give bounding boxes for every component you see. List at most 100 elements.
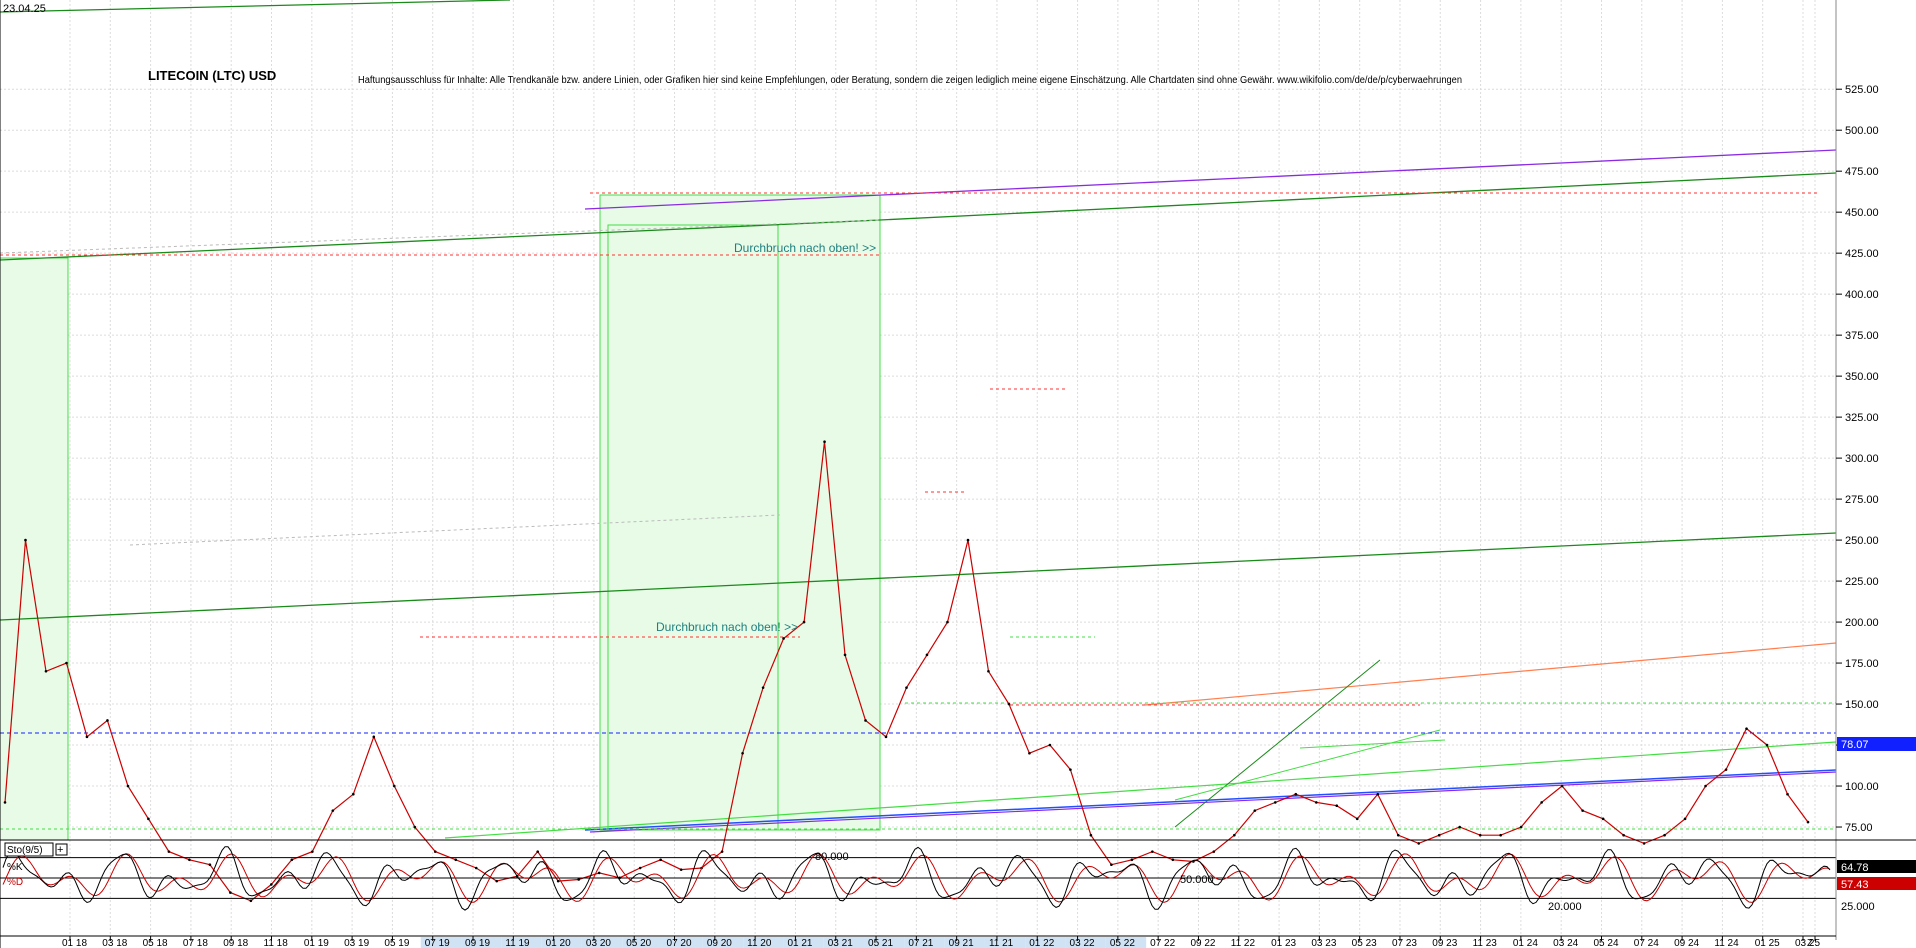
price-point <box>884 735 888 739</box>
trend-middle-green <box>0 532 1837 621</box>
trend-mid-lightgreen <box>1174 729 1441 801</box>
price-point <box>474 866 478 870</box>
price-tick-label: 425.00 <box>1845 248 1879 260</box>
price-point <box>1007 702 1011 706</box>
time-axis-highlight <box>501 937 542 948</box>
time-tick-label: 01 20 <box>546 938 571 948</box>
grid <box>0 0 1836 936</box>
price-point <box>188 858 191 862</box>
time-tick-label: 03 19 <box>344 938 369 948</box>
price-tick-label: 150.00 <box>1845 699 1879 711</box>
price-point <box>1704 784 1707 788</box>
price-tick-label: 175.00 <box>1845 658 1879 670</box>
time-tick-label: 03 21 <box>828 938 853 948</box>
time-axis-highlight <box>662 937 703 948</box>
price-point <box>577 878 580 881</box>
trend-lower-blue <box>584 769 1837 831</box>
time-axis-highlight <box>622 937 663 948</box>
d-value: 57.43 <box>1841 879 1869 891</box>
price-point <box>372 735 376 739</box>
trend-grey-dashed <box>0 219 881 254</box>
price-point <box>311 850 314 853</box>
price-point <box>1151 850 1154 853</box>
price-tick-label: 450.00 <box>1845 207 1879 219</box>
price-point <box>1499 833 1502 837</box>
price-point <box>741 751 744 755</box>
price-point <box>44 669 48 673</box>
price-point <box>1622 833 1625 837</box>
price-point <box>1724 768 1728 771</box>
price-point <box>290 858 294 862</box>
price-point <box>1437 833 1441 837</box>
time-tick-label: 07 18 <box>183 938 208 948</box>
time-tick-label: 05 22 <box>1110 938 1135 948</box>
trend-orange <box>1144 642 1837 706</box>
time-tick-label: 11 18 <box>264 938 289 948</box>
k-value: 64.78 <box>1841 862 1869 874</box>
price-point <box>536 850 540 853</box>
price-point <box>85 735 89 739</box>
price-point <box>1806 820 1810 824</box>
oscillator-label-box <box>4 842 54 857</box>
price-point <box>167 850 171 853</box>
price-point <box>24 538 27 542</box>
price-point <box>720 850 724 853</box>
oscillator-expand-button[interactable] <box>55 843 68 856</box>
osc-tick-25: 25.000 <box>1841 901 1875 913</box>
price-point <box>1745 727 1748 730</box>
price-point <box>782 637 785 640</box>
price-point <box>1335 804 1339 808</box>
price-point <box>1642 842 1646 845</box>
price-point <box>1069 768 1072 771</box>
time-axis-highlight <box>420 937 462 948</box>
time-axis-highlight <box>823 937 865 948</box>
price-point <box>331 809 335 812</box>
time-tick-label: 07 23 <box>1392 938 1417 948</box>
time-axis-highlight <box>984 937 1026 948</box>
time-axis-highlight <box>461 937 502 948</box>
last-price: 78.07 <box>1841 739 1869 751</box>
chart-title: LITECOIN (LTC) USD <box>148 68 276 83</box>
level-20-label: 20.000 <box>1548 901 1582 913</box>
price-axis: 525.00 500.00 475.00 450.00 425.00 400.00 375.… <box>1836 84 1879 834</box>
trend-upper-green-ext <box>879 172 1837 221</box>
price-point <box>679 868 683 871</box>
time-tick-label: 11 20 <box>747 938 772 948</box>
price-point <box>1273 801 1277 804</box>
time-axis-highlight <box>864 937 905 948</box>
time-axis-highlight <box>1105 937 1147 948</box>
zone-2017 <box>0 257 69 841</box>
price-tick-label: 275.00 <box>1845 494 1879 506</box>
time-tick-label: 01 24 <box>1513 938 1538 948</box>
time-axis: 01 18 03 18 05 18 07 18 09 18 11 18 01 19 03 19… <box>62 936 1820 948</box>
price-point <box>495 879 499 883</box>
price-point <box>1171 858 1175 862</box>
time-tick-label: 09 21 <box>949 938 974 948</box>
price-point <box>1130 858 1134 862</box>
price-point <box>1458 825 1461 829</box>
time-tick-label: 03 20 <box>586 938 611 948</box>
trend-lines <box>0 0 1837 839</box>
price-tick-label: 500.00 <box>1845 125 1879 137</box>
price-tick-label: 250.00 <box>1845 535 1879 547</box>
time-tick-label: 09 23 <box>1432 938 1457 948</box>
price-point <box>556 879 560 883</box>
price-point <box>1417 842 1421 845</box>
time-tick-label: 07 19 <box>425 938 450 948</box>
time-tick-label: 01 19 <box>304 938 329 948</box>
time-tick-label: 05 20 <box>626 938 651 948</box>
level-80-label: 80.000 <box>815 851 849 863</box>
time-axis-highlight <box>1065 937 1106 948</box>
time-tick-label: 09 22 <box>1190 938 1215 948</box>
price-point <box>1048 743 1052 747</box>
price-point <box>638 866 642 870</box>
highlight-zones <box>0 194 881 841</box>
disclaimer: Haftungsausschluss für Inhalte: Alle Tre… <box>358 75 1462 86</box>
time-tick-label: 05 21 <box>868 938 893 948</box>
price-series <box>3 440 1810 903</box>
price-tick-label: 325.00 <box>1845 412 1879 424</box>
time-tick-label: 03 22 <box>1070 938 1095 948</box>
time-tick-label: 03 23 <box>1311 938 1336 948</box>
k-value-badge <box>1837 860 1916 873</box>
time-tick-label: 01 25 <box>1755 938 1780 948</box>
